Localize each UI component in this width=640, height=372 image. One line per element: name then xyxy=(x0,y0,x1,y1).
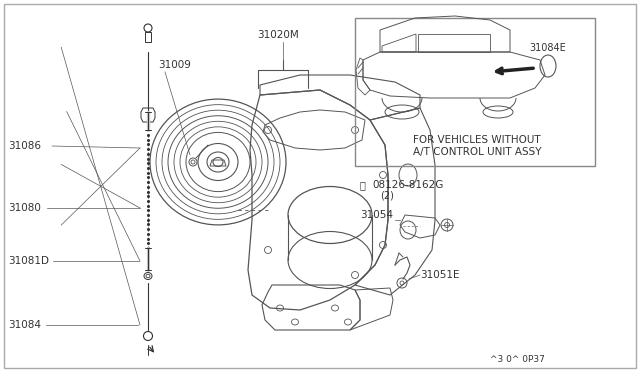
Text: (2): (2) xyxy=(380,191,394,201)
Text: 31084E: 31084E xyxy=(530,43,566,53)
Text: Ⓑ: Ⓑ xyxy=(360,180,366,190)
Text: 31084: 31084 xyxy=(8,320,41,330)
Text: 31054: 31054 xyxy=(360,210,393,220)
Text: FOR VEHICLES WITHOUT: FOR VEHICLES WITHOUT xyxy=(413,135,541,145)
Text: 31020M: 31020M xyxy=(257,30,299,40)
Text: 31080: 31080 xyxy=(8,203,41,213)
Text: 31086: 31086 xyxy=(8,141,41,151)
Text: ^3 0^ 0P37: ^3 0^ 0P37 xyxy=(490,356,545,365)
Text: 08126-8162G: 08126-8162G xyxy=(372,180,444,190)
Text: A/T CONTROL UNIT ASSY: A/T CONTROL UNIT ASSY xyxy=(413,147,541,157)
Bar xyxy=(355,18,595,166)
Bar xyxy=(145,32,151,42)
Text: 31051E: 31051E xyxy=(420,270,460,280)
Text: 31009: 31009 xyxy=(158,60,191,70)
Text: 31081D: 31081D xyxy=(8,256,49,266)
